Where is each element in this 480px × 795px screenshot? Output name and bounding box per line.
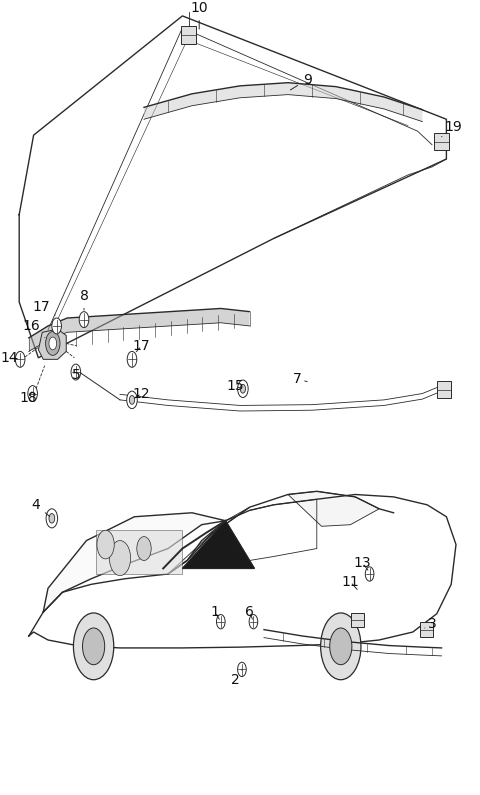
Circle shape <box>216 615 225 629</box>
Text: 9: 9 <box>290 72 312 90</box>
Circle shape <box>97 530 114 559</box>
Circle shape <box>79 312 89 328</box>
Bar <box>96 530 182 574</box>
Text: 10: 10 <box>191 1 208 29</box>
Text: 16: 16 <box>23 319 45 338</box>
Polygon shape <box>288 491 379 526</box>
Bar <box>434 133 449 150</box>
Circle shape <box>46 509 58 528</box>
Text: 19: 19 <box>442 120 462 137</box>
Polygon shape <box>43 513 226 612</box>
Circle shape <box>73 613 114 680</box>
Polygon shape <box>168 507 250 574</box>
Text: 5: 5 <box>72 368 80 382</box>
Circle shape <box>240 384 245 394</box>
Circle shape <box>238 662 246 677</box>
Text: 1: 1 <box>211 605 219 619</box>
Circle shape <box>28 386 37 401</box>
Text: 17: 17 <box>32 300 55 315</box>
Circle shape <box>71 364 81 380</box>
Text: 6: 6 <box>245 605 254 619</box>
Text: 13: 13 <box>354 556 371 570</box>
Circle shape <box>330 628 352 665</box>
Polygon shape <box>38 329 66 359</box>
Text: 3: 3 <box>425 617 436 631</box>
Bar <box>181 26 196 44</box>
Circle shape <box>49 514 55 523</box>
Text: 18: 18 <box>19 390 36 405</box>
Text: 14: 14 <box>1 351 18 365</box>
Circle shape <box>321 613 361 680</box>
Circle shape <box>365 567 374 581</box>
Text: 7: 7 <box>293 372 307 386</box>
Text: 4: 4 <box>32 498 50 517</box>
Bar <box>420 622 433 637</box>
Circle shape <box>127 351 137 367</box>
Polygon shape <box>182 521 254 568</box>
Text: 17: 17 <box>133 339 150 353</box>
Text: 2: 2 <box>231 669 242 687</box>
Bar <box>437 381 451 398</box>
Text: 15: 15 <box>227 379 244 394</box>
Circle shape <box>238 380 248 398</box>
Circle shape <box>130 396 134 404</box>
Circle shape <box>249 615 258 629</box>
Bar <box>351 613 364 627</box>
Circle shape <box>127 391 137 409</box>
Text: 11: 11 <box>342 575 359 589</box>
Circle shape <box>137 537 151 560</box>
Polygon shape <box>29 308 250 351</box>
Circle shape <box>52 318 61 334</box>
Polygon shape <box>144 83 422 122</box>
Circle shape <box>83 628 105 665</box>
Text: 12: 12 <box>133 386 150 401</box>
Circle shape <box>15 351 25 367</box>
Circle shape <box>49 337 57 350</box>
Text: 8: 8 <box>80 289 88 310</box>
Circle shape <box>46 332 60 355</box>
Circle shape <box>109 541 131 576</box>
